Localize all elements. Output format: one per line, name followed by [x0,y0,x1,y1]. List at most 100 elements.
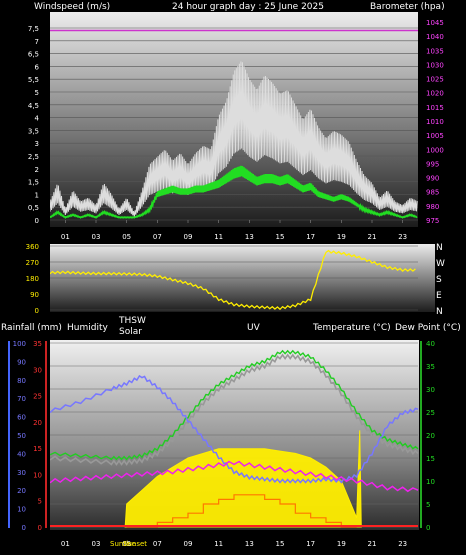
rainfall-axis-ticks: 0 5 10 15 20 25 30 35 [33,340,42,532]
barometer-tick-label: 1035 [426,47,444,55]
x-tick-label: 23 [398,233,407,241]
temperature-tick-label: 10 [426,478,435,486]
x-tick-label: 19 [337,540,346,548]
x-tick-label: 09 [184,233,193,241]
x-tick-label: 11 [214,233,223,241]
x-tick-label: 23 [398,540,407,548]
humidity-label: Humidity [67,323,108,333]
humidity-tick-label: 10 [17,506,26,514]
barometer-tick-label: 1005 [426,132,444,140]
barometer-tick-label: 1020 [426,90,444,98]
compass-label: N [436,243,443,253]
humidity-tick-label: 0 [22,524,26,532]
humidity-tick-label: 40 [17,450,26,458]
windspeed-tick-label: 1 [35,191,39,199]
x-tick-label: 05 [122,540,131,548]
direction-tick-label: 270 [26,259,39,267]
solar-label: Solar [119,327,142,337]
rainfall-tick-label: 5 [38,498,42,506]
windspeed-tick-label: 2 [35,166,39,174]
x-tick-label: 03 [92,540,101,548]
windspeed-axis-ticks: 0 0,5 1 1,5 2 2,5 3 3,5 4 4,5 5 5,5 6 6,5 7 7,5 [28,25,40,225]
barometer-axis-label: Barometer (hpa) [370,2,445,12]
temperature-tick-label: 25 [426,409,435,417]
wind-direction-line [50,249,416,311]
x-tick-label: 01 [61,233,70,241]
rainfall-tick-label: 15 [33,445,42,453]
barometer-axis-ticks: 975 980 985 990 995 1000 1005 1010 1015 1020 1025 1… [426,19,444,225]
barometer-tick-label: 1010 [426,118,444,126]
direction-series [50,249,416,311]
windspeed-tick-label: 3,5 [28,127,39,135]
sunrise-label: Sunrise [110,540,136,548]
top-x-axis-ticks: 01 03 05 07 09 11 13 15 17 19 21 23 [61,233,407,241]
barometer-tick-label: 1000 [426,146,444,154]
x-tick-label: 19 [337,233,346,241]
x-tick-label: 15 [276,233,285,241]
temperature-tick-label: 35 [426,363,435,371]
humidity-tick-label: 50 [17,432,26,440]
direction-tick-label: 90 [30,291,39,299]
humidity-tick-label: 70 [17,395,26,403]
rainfall-tick-label: 0 [38,524,42,532]
thsw-label: THSW [118,316,146,326]
x-tick-label: 15 [276,540,285,548]
direction-gridlines [50,245,418,311]
windspeed-tick-label: 6 [35,63,40,71]
x-tick-label: 07 [153,233,162,241]
temperature-label: Temperature (°C) [312,323,391,333]
x-tick-label: 05 [122,233,131,241]
barometer-tick-label: 975 [426,217,439,225]
windspeed-tick-label: 5 [35,89,39,97]
compass-label: W [436,259,445,269]
uv-label: UV [247,323,261,333]
humidity-tick-label: 60 [17,414,26,422]
temperature-tick-label: 40 [426,340,435,348]
windspeed-tick-label: 6,5 [28,51,39,59]
dewpoint-label: Dew Point (°C) [395,323,461,333]
windspeed-tick-label: 7 [35,38,39,46]
humidity-tick-label: 90 [17,358,26,366]
humidity-tick-label: 100 [13,340,26,348]
rainfall-tick-label: 30 [33,366,42,374]
humidity-tick-label: 30 [17,469,26,477]
barometer-tick-label: 1025 [426,76,444,84]
sunset-label: Sunset [123,540,147,548]
dewpoint-line [50,460,419,493]
barometer-tick-label: 990 [426,175,439,183]
windspeed-tick-label: 1,5 [28,179,39,187]
compass-label: E [436,291,442,301]
humidity-axis-ticks: 0 10 20 30 40 50 60 70 80 90 100 [13,340,26,532]
x-tick-label: 21 [368,540,377,548]
temperature-tick-label: 5 [426,501,430,509]
windspeed-tick-label: 5,5 [28,76,39,84]
compass-label: S [436,275,442,285]
x-tick-label: 01 [61,540,70,548]
barometer-tick-label: 995 [426,160,439,168]
humidity-tick-label: 80 [17,377,26,385]
temperature-tick-label: 20 [426,432,435,440]
rainfall-tick-label: 35 [33,340,42,348]
barometer-tick-label: 1045 [426,19,444,27]
bottom-series [50,349,419,528]
x-tick-label: 11 [214,540,223,548]
direction-tick-label: 360 [26,243,39,251]
windspeed-tick-label: 4 [35,115,40,123]
rainfall-tick-label: 25 [33,393,42,401]
x-tick-label: 07 [153,540,162,548]
barometer-tick-label: 1015 [426,104,444,112]
barometer-tick-label: 980 [426,203,439,211]
x-tick-label: 21 [368,233,377,241]
top-series [50,29,418,219]
temperature-tick-label: 0 [426,524,430,532]
uv-line [126,494,357,528]
thsw-line [50,353,419,466]
barometer-tick-label: 1030 [426,61,444,69]
temperature-tick-label: 15 [426,455,435,463]
x-tick-label: 03 [92,233,101,241]
x-tick-label: 17 [306,540,315,548]
barometer-tick-label: 1040 [426,33,444,41]
humidity-tick-label: 20 [17,487,26,495]
